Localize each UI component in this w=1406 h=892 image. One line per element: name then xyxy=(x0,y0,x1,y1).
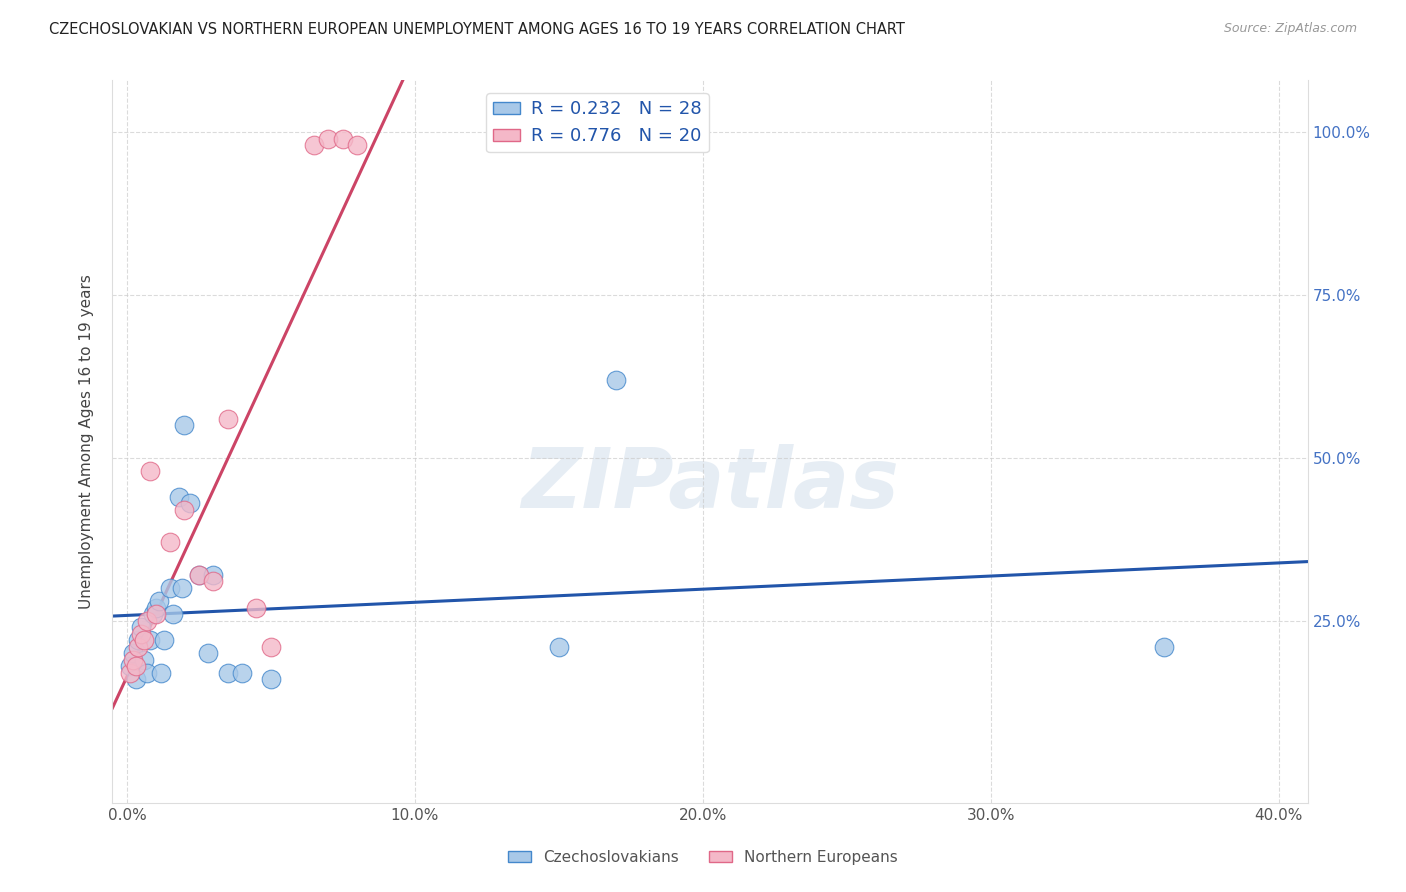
Point xyxy=(346,138,368,153)
Point xyxy=(145,600,167,615)
Point xyxy=(121,652,143,666)
Point xyxy=(547,640,569,654)
Point xyxy=(145,607,167,621)
Point xyxy=(202,574,225,589)
Point xyxy=(217,665,239,680)
Point xyxy=(136,665,159,680)
Point xyxy=(159,535,181,549)
Point xyxy=(260,672,283,686)
Text: Source: ZipAtlas.com: Source: ZipAtlas.com xyxy=(1223,22,1357,36)
Point xyxy=(202,568,225,582)
Point xyxy=(260,640,283,654)
Point xyxy=(150,665,173,680)
Legend: R = 0.232   N = 28, R = 0.776   N = 20: R = 0.232 N = 28, R = 0.776 N = 20 xyxy=(486,93,709,153)
Point xyxy=(173,418,195,433)
Point xyxy=(167,490,190,504)
Point xyxy=(134,652,156,666)
Point xyxy=(217,411,239,425)
Text: ZIPatlas: ZIPatlas xyxy=(522,444,898,525)
Point xyxy=(605,373,627,387)
Point xyxy=(118,659,141,673)
Point xyxy=(136,614,159,628)
Point xyxy=(197,646,219,660)
Point xyxy=(139,633,162,648)
Point xyxy=(318,132,340,146)
Point xyxy=(134,633,156,648)
Point xyxy=(173,503,195,517)
Legend: Czechoslovakians, Northern Europeans: Czechoslovakians, Northern Europeans xyxy=(502,844,904,871)
Point xyxy=(332,132,354,146)
Point xyxy=(129,626,152,640)
Point xyxy=(127,633,149,648)
Point xyxy=(170,581,193,595)
Point xyxy=(148,594,170,608)
Point xyxy=(159,581,181,595)
Point xyxy=(245,600,267,615)
Point xyxy=(302,138,325,153)
Point xyxy=(142,607,165,621)
Point xyxy=(139,464,162,478)
Point xyxy=(179,496,201,510)
Text: CZECHOSLOVAKIAN VS NORTHERN EUROPEAN UNEMPLOYMENT AMONG AGES 16 TO 19 YEARS CORR: CZECHOSLOVAKIAN VS NORTHERN EUROPEAN UNE… xyxy=(49,22,905,37)
Point xyxy=(187,568,209,582)
Point xyxy=(127,640,149,654)
Y-axis label: Unemployment Among Ages 16 to 19 years: Unemployment Among Ages 16 to 19 years xyxy=(79,274,94,609)
Point xyxy=(162,607,184,621)
Point xyxy=(129,620,152,634)
Point xyxy=(231,665,253,680)
Point xyxy=(121,646,143,660)
Point xyxy=(118,665,141,680)
Point xyxy=(124,672,146,686)
Point xyxy=(1153,640,1175,654)
Point xyxy=(153,633,176,648)
Point xyxy=(124,659,146,673)
Point xyxy=(187,568,209,582)
